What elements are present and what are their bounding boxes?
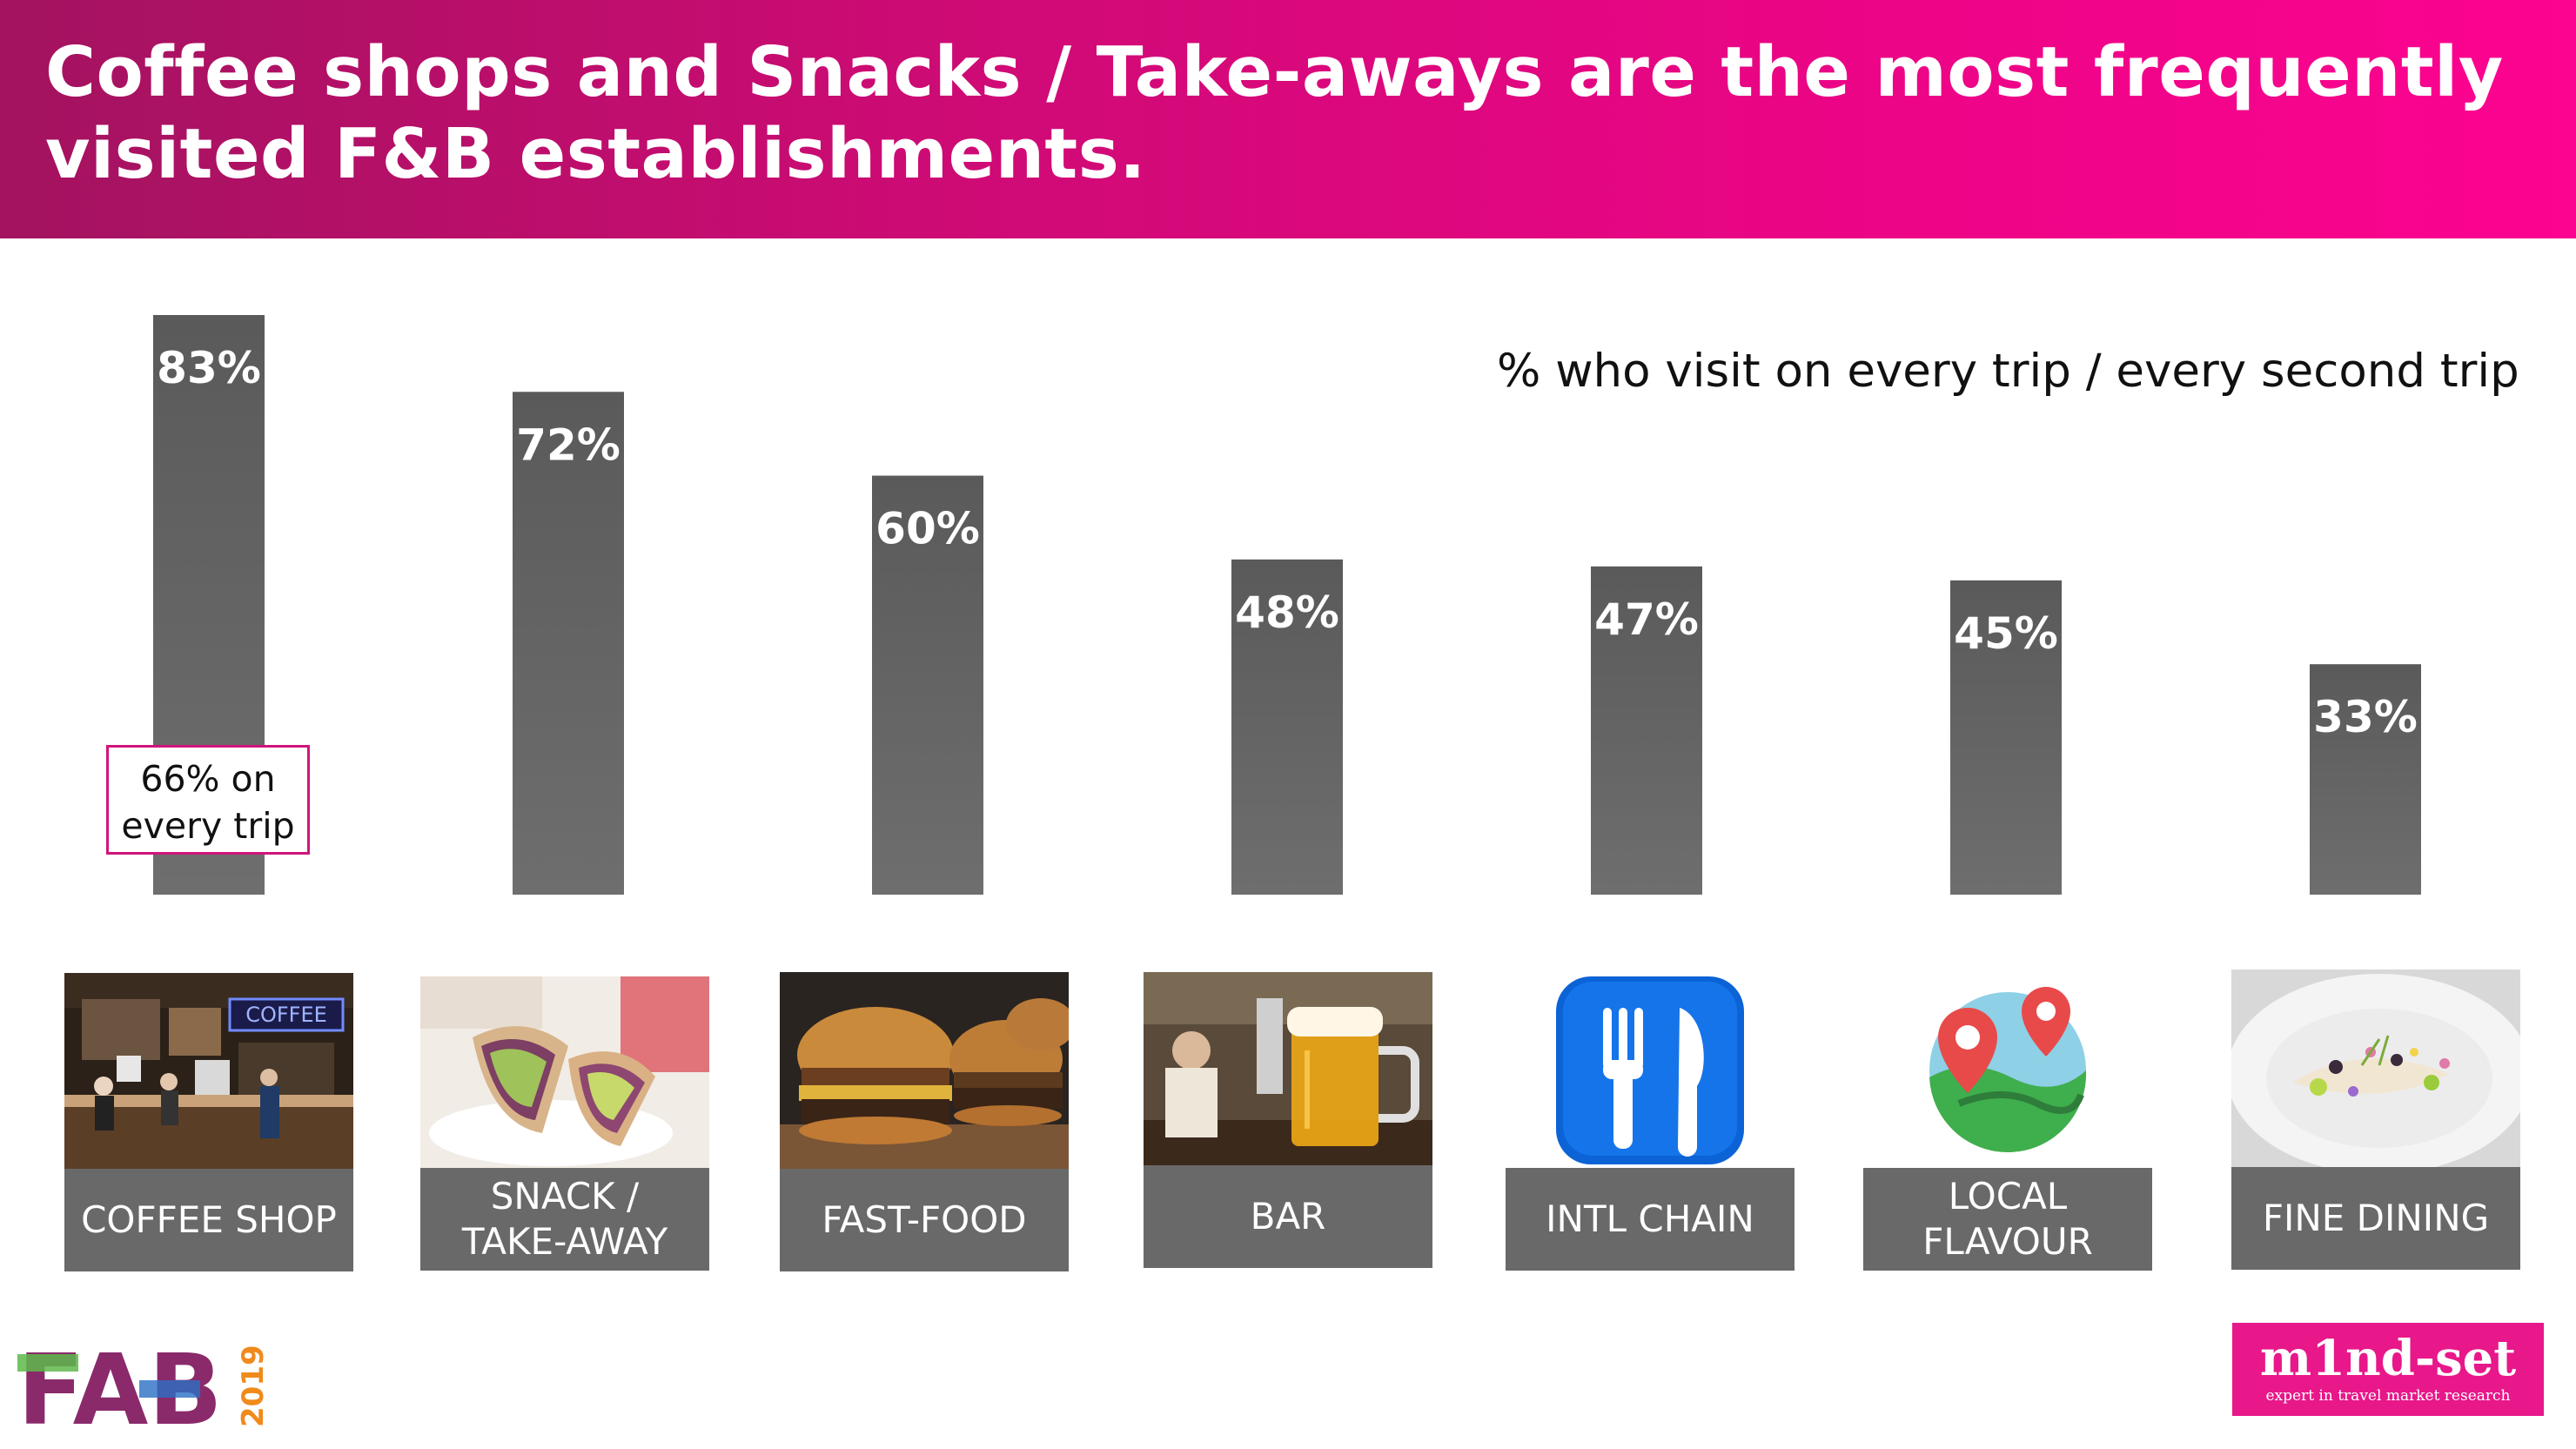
mindset-logo-tagline: expert in travel market research [2265, 1387, 2511, 1405]
plated-dish-photo [2231, 969, 2520, 1167]
burger-photo [780, 972, 1069, 1169]
bar [1591, 566, 1702, 895]
category-label: FINE DINING [2231, 1167, 2520, 1270]
wrap-photo [420, 976, 709, 1168]
bar-value-label: 60% [875, 504, 980, 554]
category-label: COFFEE SHOP [64, 1169, 353, 1271]
coffee-sign-text: COFFEE [245, 1003, 327, 1027]
bar [1950, 580, 2062, 895]
bar-value-label: 47% [1594, 594, 1699, 645]
callout-line-1: 66% on [140, 758, 276, 800]
title-banner: Coffee shops and Snacks / Take-aways are… [0, 0, 2576, 238]
category-label: INTL CHAIN [1506, 1168, 1794, 1271]
fork-knife-icon [1506, 973, 1794, 1168]
bar [1231, 559, 1343, 895]
bar-labels-group: 83% 72% 60% 48% 47% 45% 33% [157, 343, 2418, 742]
bar-value-label: 45% [1954, 608, 2058, 659]
mindset-logo-name: m1nd-set [2259, 1330, 2517, 1387]
bar-value-label: 83% [157, 343, 261, 393]
category-label: SNACK / TAKE-AWAY [420, 1168, 709, 1271]
bar [513, 392, 624, 896]
coffee-shop-photo: COFFEE [64, 973, 353, 1169]
category-label: BAR [1144, 1165, 1432, 1268]
bar [2310, 664, 2421, 895]
bar-value-label: 48% [1235, 587, 1339, 638]
bar-value-label: 72% [516, 419, 621, 470]
title-line-1: Coffee shops and Snacks / Take-aways are… [45, 32, 2504, 112]
fab-logo-year: 2019 [236, 1345, 271, 1427]
chart-subtitle: % who visit on every trip / every second… [1497, 345, 2519, 398]
page-title: Coffee shops and Snacks / Take-aways are… [45, 31, 2504, 195]
category-label: FAST-FOOD [780, 1169, 1069, 1271]
fab-2019-logo: FAB 2019 [17, 1334, 278, 1447]
bar-value-label: 33% [2313, 692, 2418, 742]
category-label: LOCAL FLAVOUR [1863, 1168, 2152, 1271]
beer-photo [1144, 972, 1432, 1167]
bar [872, 475, 983, 895]
callout-line-2: every trip [121, 805, 295, 847]
mindset-logo: m1nd-set expert in travel market researc… [2232, 1323, 2544, 1416]
map-pin-icon [1863, 973, 2152, 1168]
coffee-callout: 66% on every trip [106, 745, 310, 855]
title-line-2: visited F&B establishments. [45, 114, 1146, 194]
